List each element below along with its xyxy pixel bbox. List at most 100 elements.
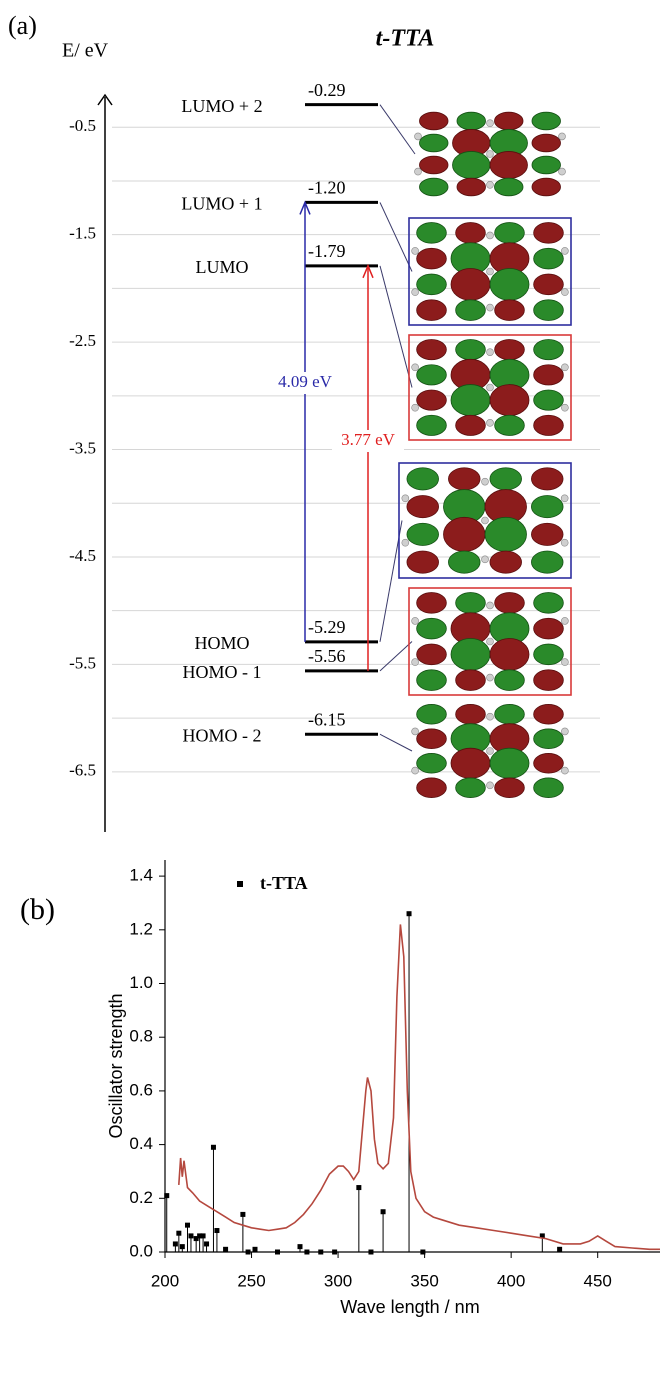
level-value-label: -5.29 (308, 617, 346, 637)
orbital-lobe (533, 728, 564, 749)
connector (379, 104, 416, 155)
orbital-lobe (489, 467, 522, 491)
orbital-lobe (455, 704, 486, 725)
stem-marker (164, 1193, 170, 1199)
atom (411, 766, 419, 775)
stem-marker (223, 1246, 229, 1252)
orbital-lobe (448, 550, 481, 574)
stem-marker (193, 1236, 199, 1242)
orbital-lobe (533, 414, 564, 436)
orbital-lobe (419, 111, 449, 131)
orbital-lobe (533, 339, 564, 361)
orbital-lobe (489, 268, 530, 301)
connector (379, 202, 413, 272)
orbital-lobe (533, 617, 564, 640)
orbital-lobe (416, 389, 447, 411)
atom (561, 727, 569, 736)
orbital-lobe (416, 617, 447, 640)
level-value-label: -0.29 (308, 80, 346, 100)
stem-marker (252, 1246, 258, 1252)
orbital-lobe (443, 516, 486, 552)
stem-marker (179, 1244, 185, 1250)
stem-marker (240, 1211, 246, 1217)
panel-label: (a) (8, 11, 37, 40)
orbital-lobe (494, 222, 525, 244)
transition-label: 3.77 eV (341, 430, 396, 449)
orbital-lobe (450, 638, 491, 671)
atom (486, 637, 494, 646)
orbital-lobe (494, 414, 525, 436)
orbital-lobe (533, 643, 564, 666)
atom (486, 303, 494, 312)
atom (411, 247, 419, 255)
orbital-lobe (416, 777, 447, 798)
orbital-lobe (455, 339, 486, 361)
orbital-lobe (456, 177, 486, 197)
y-tick-label: -2.5 (69, 331, 96, 350)
orbital-image (411, 339, 569, 436)
connector (379, 733, 413, 752)
orbital-lobe (494, 592, 525, 614)
orbital-lobe (533, 247, 564, 270)
orbital-lobe (533, 299, 564, 321)
orbital-lobe (419, 177, 449, 197)
orbital-image (414, 111, 566, 197)
orbital-lobe (450, 384, 491, 417)
atom (561, 363, 569, 372)
atom (411, 363, 419, 372)
stem-marker (318, 1249, 324, 1255)
orbital-lobe (406, 550, 439, 574)
orbital-lobe (484, 516, 527, 552)
x-axis-label: Wave length / nm (340, 1297, 479, 1317)
orbital-lobe (533, 777, 564, 798)
stem-marker (304, 1249, 310, 1255)
stem-marker (204, 1241, 210, 1247)
level-name: LUMO + 1 (181, 194, 262, 214)
stem-marker (245, 1249, 251, 1255)
orbital-lobe (533, 364, 564, 386)
atom (401, 538, 410, 547)
y-axis-label: E/ eV (62, 40, 109, 62)
orbital-lobe (533, 704, 564, 725)
orbital-lobe (416, 222, 447, 244)
atom (561, 766, 569, 775)
orbital-lobe (531, 550, 564, 574)
orbital-lobe (489, 638, 530, 671)
connector (379, 265, 413, 388)
orbital-lobe (455, 777, 486, 798)
y-tick-label: 0.8 (129, 1027, 153, 1046)
atom (560, 494, 569, 503)
level-value-label: -1.79 (308, 241, 346, 261)
atom (411, 658, 419, 666)
orbital-lobe (456, 111, 486, 131)
orbital-lobe (416, 364, 447, 386)
orbital-image (411, 592, 569, 691)
atom (401, 494, 410, 503)
y-tick-label: 0.6 (129, 1080, 153, 1099)
x-tick-label: 350 (410, 1271, 438, 1290)
stem-marker (297, 1244, 303, 1250)
orbital-lobe (533, 222, 564, 244)
orbital-lobe (419, 133, 449, 153)
stem-marker (176, 1230, 182, 1236)
atom (558, 167, 566, 176)
orbital-lobe (455, 222, 486, 244)
atom (411, 617, 419, 625)
atom (486, 267, 494, 276)
level-name: LUMO + 2 (181, 96, 262, 116)
chart-title: t-TTA (376, 26, 435, 52)
atom (561, 403, 569, 412)
transition-arrowhead (299, 200, 311, 215)
orbital-lobe (455, 669, 486, 691)
orbital-lobe (416, 273, 447, 296)
orbital-lobe (494, 111, 524, 131)
orbital-lobe (406, 467, 439, 491)
orbital-lobe (494, 299, 525, 321)
stem-marker (188, 1233, 194, 1239)
label-background (332, 430, 404, 452)
orbital-lobe (533, 273, 564, 296)
stem-marker (197, 1233, 203, 1239)
orbital-lobe (416, 753, 447, 774)
y-tick-label: -4.5 (69, 546, 96, 565)
orbital-lobe (489, 550, 522, 574)
